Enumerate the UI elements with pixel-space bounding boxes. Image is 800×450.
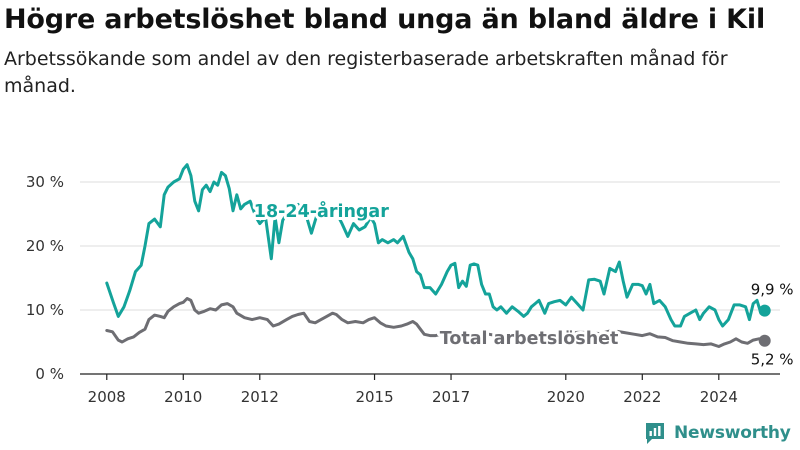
x-tick-label: 2010 [164, 388, 202, 406]
newsworthy-logo-icon [646, 423, 664, 444]
x-tick-label: 2024 [700, 388, 738, 406]
x-tick-label: 2017 [432, 388, 470, 406]
brand-name: Newsworthy [674, 423, 791, 443]
series-label-youth: 18-24-åringar [254, 200, 389, 222]
y-tick-label: 10 % [26, 301, 64, 319]
y-tick-label: 0 % [35, 365, 64, 383]
series-end-point-youth [758, 304, 771, 317]
x-tick-label: 2012 [241, 388, 279, 406]
y-tick-label: 30 % [26, 173, 64, 191]
y-tick-label: 20 % [26, 237, 64, 255]
chart-title: Högre arbetslöshet bland unga än bland ä… [4, 4, 766, 35]
series-label-total: Total arbetslöshet [440, 329, 619, 349]
series-end-point-total [758, 334, 771, 347]
end-label-youth: 9,9 % [751, 281, 794, 299]
end-label-total: 5,2 % [751, 351, 794, 369]
x-tick-label: 2022 [623, 388, 661, 406]
x-tick-label: 2015 [355, 388, 393, 406]
x-tick-label: 2008 [88, 388, 126, 406]
chart-subtitle: Arbetssökande som andel av den registerb… [4, 48, 728, 97]
newsworthy-brand[interactable]: Newsworthy [644, 418, 791, 448]
series-line-total [105, 297, 767, 348]
x-tick-label: 2020 [547, 388, 585, 406]
series-line-youth [105, 163, 767, 328]
